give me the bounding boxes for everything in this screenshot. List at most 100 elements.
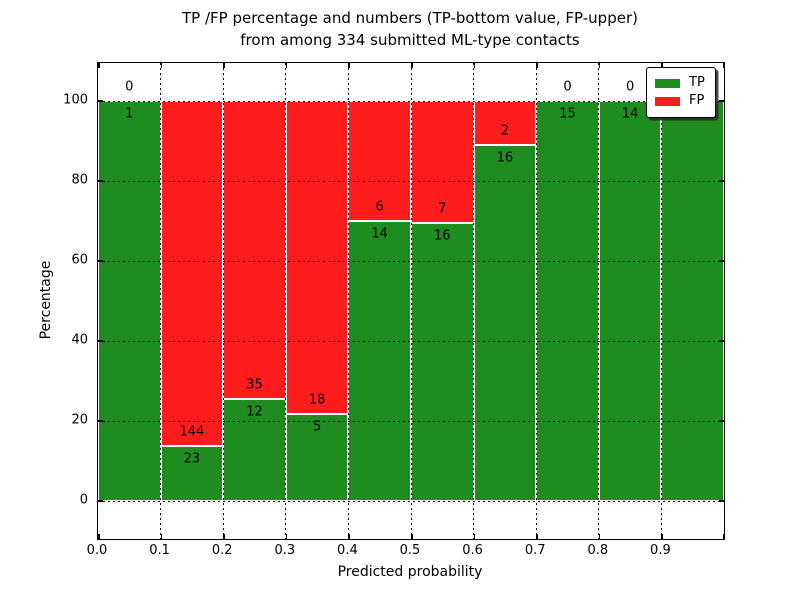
x-tick-label: 0.1 [149,543,170,558]
tp-count-label: 5 [312,419,322,435]
fp-bar-segment [285,101,349,415]
vertical-gridline [535,63,537,539]
vertical-gridline [660,63,662,539]
y-tick-label: 40 [71,332,88,348]
tp-bar-segment [473,145,537,501]
tp-legend-swatch [655,78,680,88]
x-tickmark [598,534,601,539]
y-tickmark [98,260,103,262]
y-tickmark [719,100,724,102]
x-tick-label: 0.7 [524,543,546,558]
tp-bar-segment [598,101,662,501]
vertical-gridline [160,63,162,539]
tp-count-label: 14 [371,226,388,242]
y-tickmark [719,500,724,502]
tp-bar-segment [160,445,224,501]
x-tick-label: 0.3 [274,543,296,558]
x-tick-label: 0.9 [650,543,671,558]
y-tickmark [719,180,724,182]
x-tickmark [411,534,413,539]
tp-bar-segment [223,398,286,501]
x-tickmark [223,63,225,68]
fp-count-label: 7 [438,201,447,217]
tp-count-label: 14 [621,106,639,122]
horizontal-gridline [98,180,724,182]
y-tickmark [719,340,724,342]
horizontal-gridline [98,260,724,262]
tp-count-label: 16 [496,150,514,166]
x-tickmark [598,63,601,68]
y-tick-label: 0 [79,492,88,508]
x-tickmark [661,63,663,68]
y-tick-label: 100 [63,92,88,108]
y-tickmark [98,500,103,502]
y-tickmark [719,420,724,422]
vertical-gridline [285,63,287,539]
tp-bar-segment [285,414,349,501]
vertical-gridline [222,63,224,539]
fp-legend-swatch [655,96,680,106]
x-axis-label: Predicted probability [337,564,483,580]
tp-count-label: 15 [559,106,576,122]
fp-bar-segment [160,101,224,446]
tp-bar-segment [348,221,411,501]
x-tickmark [348,63,350,68]
y-tick-label: 20 [71,412,88,428]
legend: TP FP [646,67,716,118]
vertical-gridline [347,63,349,539]
y-tickmark [98,420,103,422]
tp-count-label: 23 [183,451,201,467]
fp-count-label: 2 [500,123,510,139]
chart-title-line1: TP /FP percentage and numbers (TP-bottom… [182,9,638,27]
y-tickmark [98,340,103,342]
x-tickmark [98,63,100,68]
y-tick-label: 60 [71,252,88,268]
vertical-gridline [473,63,475,539]
tp-bar-segment [661,101,724,501]
legend-item: TP [655,76,707,90]
tp-count-label: 12 [246,404,263,420]
x-tickmark [160,63,163,68]
x-tickmark [473,63,476,68]
x-tick-label: 0.2 [211,543,233,558]
x-tickmark [536,534,538,539]
x-tickmark [722,534,724,539]
tp-bar-segment [98,101,161,501]
y-tickmark [719,260,724,262]
tp-bar-segment [411,222,474,501]
legend-item-label: FP [689,93,705,108]
horizontal-gridline [98,420,724,422]
x-tickmark [661,534,663,539]
x-tickmark [98,534,100,539]
fp-count-label: 18 [308,392,326,408]
chart-title: TP /FP percentage and numbers (TP-bottom… [97,7,723,51]
fp-count-label: 0 [125,79,134,95]
x-tickmark [223,534,225,539]
legend-item: FP [655,94,707,108]
vertical-gridline [410,63,412,539]
x-tick-label: 0.8 [587,543,609,558]
fp-count-label: 144 [179,424,205,440]
y-tick-label: 80 [71,172,88,188]
y-axis-label: Percentage [38,260,54,340]
x-tick-label: 0.0 [86,543,108,558]
x-tickmark [536,63,538,68]
y-tickmark [98,180,103,182]
horizontal-gridline [98,340,724,342]
x-tickmark [348,534,350,539]
tp-bar-segment [536,101,599,501]
tp-count-label: 16 [434,228,451,244]
horizontal-gridline [98,500,724,502]
fp-count-label: 6 [375,199,384,215]
fp-count-label: 35 [246,377,263,393]
fp-count-label: 0 [625,79,635,95]
vertical-gridline [598,63,600,539]
x-tick-label: 0.5 [399,543,421,558]
x-tickmark [285,63,288,68]
x-tickmark [473,534,476,539]
legend-item-label: TP [689,75,705,90]
horizontal-gridline [98,100,724,102]
x-tickmark [285,534,288,539]
